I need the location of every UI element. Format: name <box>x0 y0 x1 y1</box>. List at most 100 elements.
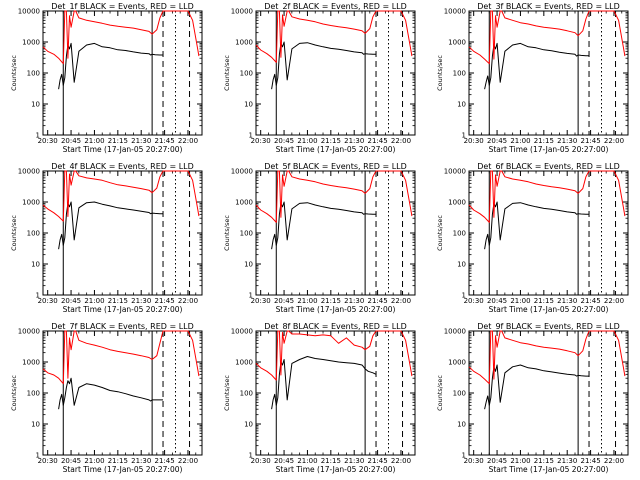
series-line-lld <box>255 10 413 63</box>
x-tick-label: 22:00 <box>178 137 198 145</box>
panel-title: Det_4f BLACK = Events, RED = LLD <box>51 162 194 171</box>
x-tick-label: 21:00 <box>297 137 317 145</box>
panel-title: Det_8f BLACK = Events, RED = LLD <box>264 322 407 331</box>
x-tick-label: 21:15 <box>321 297 341 305</box>
x-tick-label: 22:00 <box>391 137 411 145</box>
y-tick-label: 10000 <box>231 168 253 176</box>
x-tick-label: 22:00 <box>604 297 624 305</box>
y-axis-label: Counts/sec <box>10 215 18 251</box>
x-tick-label: 22:00 <box>178 297 198 305</box>
x-tick-label: 20:45 <box>274 457 294 465</box>
x-tick-label: 20:30 <box>251 297 271 305</box>
series-line-events <box>271 356 377 410</box>
y-tick-label: 1 <box>249 292 253 300</box>
series-line-events <box>271 201 376 250</box>
y-tick-label: 10000 <box>18 8 40 16</box>
x-tick-label: 20:45 <box>274 137 294 145</box>
y-tick-label: 10 <box>457 421 466 429</box>
x-tick-label: 20:30 <box>251 137 271 145</box>
x-tick-label: 21:30 <box>557 137 577 145</box>
detector-panel-1: Det_1f BLACK = Events, RED = LLD Counts/s… <box>10 2 203 154</box>
x-axis-label: Start Time (17-Jan-05 20:27:00) <box>276 465 396 474</box>
y-tick-label: 10000 <box>231 328 253 336</box>
detector-panel-9: Det_9f BLACK = Events, RED = LLD Counts/s… <box>436 322 629 474</box>
x-tick-label: 20:45 <box>487 297 507 305</box>
y-tick-label: 1000 <box>448 359 466 367</box>
y-axis-label: Counts/sec <box>223 55 231 91</box>
y-tick-label: 10000 <box>444 8 466 16</box>
series-line-events <box>484 201 589 250</box>
x-tick-label: 21:45 <box>580 297 600 305</box>
x-tick-label: 20:30 <box>251 457 271 465</box>
y-tick-label: 1 <box>36 452 40 460</box>
x-tick-label: 21:45 <box>367 297 387 305</box>
y-tick-label: 10000 <box>18 328 40 336</box>
x-tick-label: 21:30 <box>131 137 151 145</box>
series-line-lld <box>468 330 626 385</box>
x-axis-label: Start Time (17-Jan-05 20:27:00) <box>489 305 609 314</box>
x-tick-label: 21:00 <box>510 137 530 145</box>
y-tick-label: 10 <box>31 261 40 269</box>
series-line-lld <box>42 170 200 222</box>
panel-title: Det_6f BLACK = Events, RED = LLD <box>477 162 620 171</box>
series-line-lld <box>255 170 413 223</box>
y-tick-label: 10 <box>31 421 40 429</box>
x-tick-label: 20:30 <box>38 457 58 465</box>
y-tick-label: 10 <box>244 261 253 269</box>
y-tick-label: 100 <box>453 230 466 238</box>
y-tick-label: 1000 <box>235 359 253 367</box>
x-tick-label: 21:15 <box>534 297 554 305</box>
x-tick-label: 21:00 <box>84 457 104 465</box>
y-tick-label: 100 <box>453 70 466 78</box>
y-tick-label: 100 <box>240 70 253 78</box>
y-tick-label: 1 <box>249 132 253 140</box>
x-tick-label: 20:30 <box>464 457 484 465</box>
x-tick-label: 21:15 <box>321 457 341 465</box>
x-axis-label: Start Time (17-Jan-05 20:27:00) <box>63 145 183 154</box>
y-tick-label: 10000 <box>18 168 40 176</box>
x-tick-label: 21:45 <box>580 137 600 145</box>
x-tick-label: 20:45 <box>61 297 81 305</box>
y-axis-label: Counts/sec <box>223 215 231 251</box>
series-line-lld <box>42 10 200 65</box>
x-axis-label: Start Time (17-Jan-05 20:27:00) <box>276 305 396 314</box>
x-tick-label: 21:45 <box>154 297 174 305</box>
x-tick-label: 21:30 <box>557 297 577 305</box>
y-tick-label: 100 <box>240 230 253 238</box>
series-line-lld <box>468 170 626 223</box>
series-line-events <box>58 377 163 410</box>
y-axis-label: Counts/sec <box>10 375 18 411</box>
x-tick-label: 20:45 <box>274 297 294 305</box>
y-axis-label: Counts/sec <box>223 375 231 411</box>
y-axis-label: Counts/sec <box>436 375 444 411</box>
x-axis-label: Start Time (17-Jan-05 20:27:00) <box>489 465 609 474</box>
x-tick-label: 21:15 <box>108 137 128 145</box>
x-tick-label: 21:15 <box>108 457 128 465</box>
x-tick-label: 21:15 <box>108 297 128 305</box>
y-tick-label: 1000 <box>235 199 253 207</box>
y-tick-label: 1000 <box>22 39 40 47</box>
x-tick-label: 21:45 <box>367 137 387 145</box>
panel-title: Det_7f BLACK = Events, RED = LLD <box>51 322 194 331</box>
y-axis-label: Counts/sec <box>436 215 444 251</box>
x-tick-label: 21:30 <box>131 457 151 465</box>
y-tick-label: 1000 <box>448 199 466 207</box>
y-tick-label: 1000 <box>235 39 253 47</box>
y-tick-label: 10 <box>457 261 466 269</box>
series-line-events <box>58 201 163 250</box>
x-tick-label: 21:30 <box>131 297 151 305</box>
series-line-lld <box>468 10 626 65</box>
series-line-events <box>271 41 376 90</box>
y-tick-label: 1 <box>36 292 40 300</box>
x-tick-label: 21:45 <box>367 457 387 465</box>
detector-panel-5: Det_5f BLACK = Events, RED = LLD Counts/s… <box>223 162 416 314</box>
x-tick-label: 20:45 <box>61 137 81 145</box>
x-tick-label: 22:00 <box>391 457 411 465</box>
y-tick-label: 10 <box>457 101 466 109</box>
y-tick-label: 10 <box>31 101 40 109</box>
x-tick-label: 20:30 <box>464 297 484 305</box>
y-tick-label: 10 <box>244 101 253 109</box>
panel-title: Det_1f BLACK = Events, RED = LLD <box>51 2 194 11</box>
panel-title: Det_2f BLACK = Events, RED = LLD <box>264 2 407 11</box>
